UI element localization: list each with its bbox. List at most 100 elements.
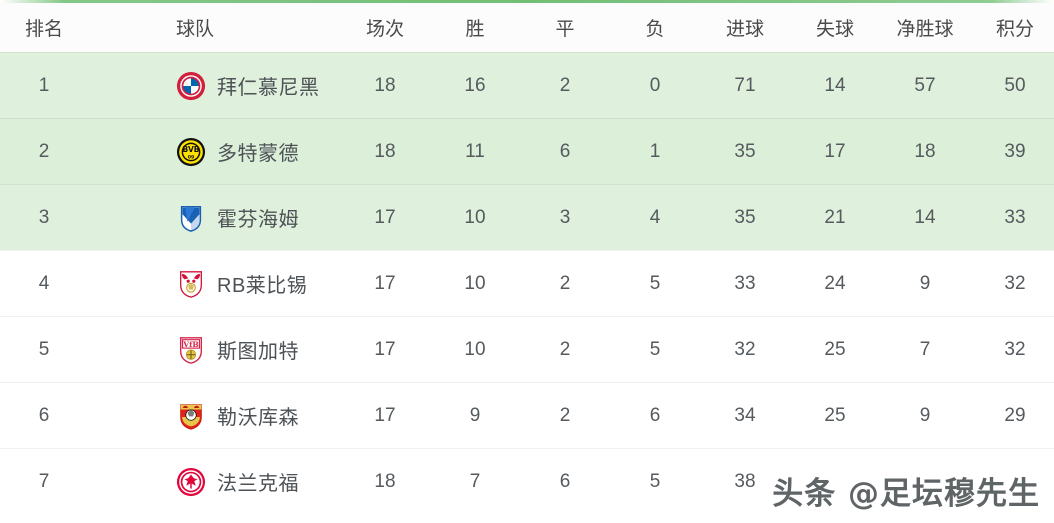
team-name: 法兰克福 xyxy=(217,473,299,495)
cell-points: 32 xyxy=(1004,338,1026,360)
cell-goals-against: 25 xyxy=(824,404,846,426)
cell-goals-against: 21 xyxy=(824,206,846,228)
cell-goals-against: 25 xyxy=(824,338,846,360)
table-row[interactable]: 5 VfB 斯图加特 17 10 2 5 32 25 7 32 xyxy=(0,316,1054,382)
cell-goals-for: 32 xyxy=(734,338,756,360)
column-header-team[interactable]: 球队 xyxy=(176,19,215,40)
cell-goals-for: 35 xyxy=(734,206,756,228)
cell-loss: 5 xyxy=(649,272,661,294)
cell-points: 50 xyxy=(1004,74,1026,96)
team-name: 霍芬海姆 xyxy=(217,209,299,231)
table-row[interactable]: 1 拜仁慕尼黑 18 16 2 0 71 14 57 50 xyxy=(0,52,1054,118)
cell-win: 10 xyxy=(464,272,486,294)
cell-rank: 1 xyxy=(38,74,50,96)
column-header-rank[interactable]: 排名 xyxy=(24,19,63,40)
hoffenheim-crest xyxy=(176,203,206,233)
cell-rank: 4 xyxy=(38,272,50,294)
cell-team[interactable]: 拜仁慕尼黑 xyxy=(88,71,340,101)
team-name: 勒沃库森 xyxy=(217,407,299,429)
cell-win: 10 xyxy=(464,206,486,228)
cell-rank: 5 xyxy=(38,338,50,360)
svg-text:BVB: BVB xyxy=(183,145,200,154)
column-header-goal-diff[interactable]: 净胜球 xyxy=(896,19,954,40)
cell-rank: 6 xyxy=(38,404,50,426)
cell-goal-diff: 9 xyxy=(919,272,931,294)
cell-team[interactable]: RB莱比锡 xyxy=(88,269,340,299)
cell-goals-for: 71 xyxy=(734,74,756,96)
column-header-loss[interactable]: 负 xyxy=(645,19,665,40)
cell-goals-for: 33 xyxy=(734,272,756,294)
cell-loss: 4 xyxy=(649,206,661,228)
column-header-draw[interactable]: 平 xyxy=(555,19,575,40)
cell-played: 17 xyxy=(374,272,396,294)
cell-draw: 2 xyxy=(559,272,571,294)
cell-played: 18 xyxy=(374,74,396,96)
cell-played: 17 xyxy=(374,404,396,426)
cell-loss: 6 xyxy=(649,404,661,426)
cell-loss: 0 xyxy=(649,74,661,96)
cell-goals-for: 38 xyxy=(734,470,756,492)
top-accent-rule xyxy=(0,0,1054,3)
cell-goal-diff: 18 xyxy=(914,140,936,162)
leverkusen-crest xyxy=(176,401,206,431)
table-row[interactable]: 2 BVB 09 多特蒙德 18 11 6 1 35 17 18 39 xyxy=(0,118,1054,184)
cell-goals-for: 34 xyxy=(734,404,756,426)
cell-team[interactable]: 勒沃库森 xyxy=(88,401,340,431)
column-header-win[interactable]: 胜 xyxy=(465,19,485,40)
rb-leipzig-crest xyxy=(176,269,206,299)
cell-played: 18 xyxy=(374,470,396,492)
cell-points: 39 xyxy=(1004,140,1026,162)
table-row[interactable]: 3 霍芬海姆 17 10 3 4 35 21 14 33 xyxy=(0,184,1054,250)
cell-rank: 3 xyxy=(38,206,50,228)
cell-played: 18 xyxy=(374,140,396,162)
cell-points: 33 xyxy=(1004,206,1026,228)
team-name: RB莱比锡 xyxy=(217,275,308,297)
cell-goals-against: 24 xyxy=(824,272,846,294)
team-name: 拜仁慕尼黑 xyxy=(217,77,320,99)
cell-loss: 5 xyxy=(649,338,661,360)
cell-draw: 6 xyxy=(559,470,571,492)
cell-win: 10 xyxy=(464,338,486,360)
cell-team[interactable]: 法兰克福 xyxy=(88,467,340,497)
cell-team[interactable]: 霍芬海姆 xyxy=(88,203,340,233)
cell-loss: 1 xyxy=(649,140,661,162)
borussia-dortmund-crest: BVB 09 xyxy=(176,137,206,167)
table-row[interactable]: 4 RB莱比锡 17 10 2 5 33 24 9 32 xyxy=(0,250,1054,316)
table-row[interactable]: 7 法兰克福 18 7 6 5 38 xyxy=(0,448,1054,514)
column-header-played[interactable]: 场次 xyxy=(365,19,404,40)
cell-win: 7 xyxy=(469,470,481,492)
cell-draw: 6 xyxy=(559,140,571,162)
cell-goal-diff: 14 xyxy=(914,206,936,228)
bayern-munich-crest xyxy=(176,71,206,101)
cell-win: 16 xyxy=(464,74,486,96)
cell-draw: 2 xyxy=(559,338,571,360)
cell-goals-against: 14 xyxy=(824,74,846,96)
cell-goal-diff: 7 xyxy=(919,338,931,360)
cell-goals-against: 17 xyxy=(824,140,846,162)
cell-draw: 3 xyxy=(559,206,571,228)
team-name: 斯图加特 xyxy=(217,341,299,363)
cell-rank: 2 xyxy=(38,140,50,162)
cell-loss: 5 xyxy=(649,470,661,492)
table-row[interactable]: 6 勒沃库森 17 9 2 6 34 25 9 29 xyxy=(0,382,1054,448)
cell-team[interactable]: BVB 09 多特蒙德 xyxy=(88,137,340,167)
team-name: 多特蒙德 xyxy=(217,143,299,165)
cell-goal-diff: 57 xyxy=(914,74,936,96)
cell-points: 29 xyxy=(1004,404,1026,426)
cell-draw: 2 xyxy=(559,404,571,426)
cell-draw: 2 xyxy=(559,74,571,96)
column-header-goals-against[interactable]: 失球 xyxy=(815,19,854,40)
stuttgart-crest: VfB xyxy=(176,335,206,365)
column-header-points[interactable]: 积分 xyxy=(995,19,1034,40)
watermark: 头条 @足坛穆先生 xyxy=(772,476,1040,512)
cell-win: 11 xyxy=(465,140,485,162)
svg-text:09: 09 xyxy=(188,154,195,160)
table-header-row: 排名 球队 场次 胜 平 负 进球 失球 净胜球 积分 xyxy=(0,3,1054,52)
cell-played: 17 xyxy=(374,206,396,228)
cell-goals-for: 35 xyxy=(734,140,756,162)
cell-team[interactable]: VfB 斯图加特 xyxy=(88,335,340,365)
cell-rank: 7 xyxy=(38,470,50,492)
cell-played: 17 xyxy=(374,338,396,360)
column-header-goals-for[interactable]: 进球 xyxy=(725,19,764,40)
